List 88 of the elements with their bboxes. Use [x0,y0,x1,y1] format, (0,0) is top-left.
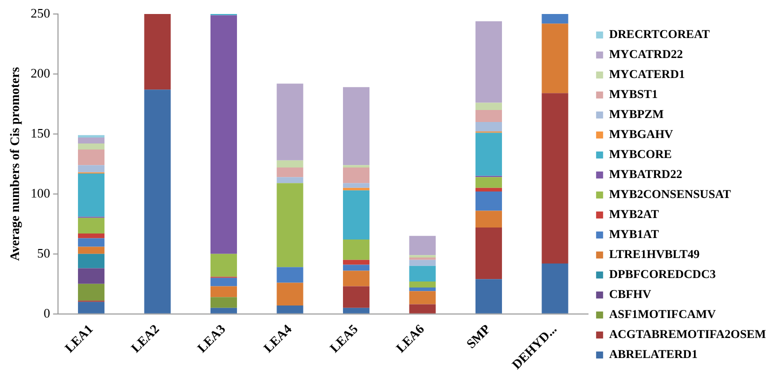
y-tick-label: 200 [30,65,50,80]
legend-label: MYBPZM [609,107,664,122]
bar [78,144,104,150]
bar [342,188,370,190]
legend-label: ACGTABREMOTIFA2OSEM [609,327,766,342]
bar [409,304,436,314]
bar [78,246,104,254]
bar [409,281,436,288]
y-tick-label: 50 [37,245,50,260]
y-tick-label: 250 [30,5,50,20]
bar [475,132,502,176]
bar [210,15,237,254]
bar [409,291,436,304]
bar [342,165,370,168]
bar [276,305,304,314]
bar [342,264,370,271]
bar [409,287,436,292]
y-tick-label: 0 [44,305,50,320]
bar [276,168,304,178]
bar [475,279,502,314]
bar [78,150,104,166]
bar [475,122,502,132]
bar [475,102,502,110]
bar [210,286,237,298]
bar [276,177,304,184]
bar [78,302,104,314]
bar [475,177,502,188]
bar [78,218,104,234]
legend-label: MYB1AT [609,227,659,242]
y-tick-label: 150 [30,125,50,140]
bar [342,168,370,184]
bar [276,84,304,160]
bar [210,308,237,314]
bar [542,93,568,264]
bar [144,90,171,314]
legend-label: MYCATERD1 [609,67,685,82]
bar [210,297,237,308]
legend-label: DPBFCOREDCDC3 [609,267,716,282]
bar [342,87,370,166]
bar [78,165,104,172]
bar [542,264,568,314]
y-axis-title: Average numbers of Cis promoters [7,67,22,261]
bar [78,238,104,247]
bar [342,286,370,308]
bar [475,210,502,228]
bar [342,190,370,240]
bar [542,24,568,94]
bar [78,138,104,144]
bar [276,183,304,268]
legend-label: LTRE1HVBLT49 [609,247,700,262]
legend-label: MYBGAHV [609,127,674,142]
bar [210,278,237,286]
bar [542,14,568,24]
bar [276,160,304,168]
legend-label: MYB2CONSENSUSAT [609,187,731,202]
bar [475,188,502,192]
bar [475,21,502,103]
legend-label: ASF1MOTIFCAMV [609,307,716,322]
bar [409,260,436,266]
bar [342,308,370,314]
bar [78,234,104,238]
bar [78,174,104,217]
legend-label: DRECRTCOREAT [609,27,710,42]
bar [409,236,436,256]
bar [342,270,370,286]
legend-label: MYB2AT [609,207,659,222]
bar [144,14,171,90]
bar [210,254,237,277]
bar [475,192,502,211]
legend-label: MYCATRD22 [609,47,683,62]
legend-label: ABRELATERD1 [609,347,698,362]
legend-label: MYBATRD22 [609,167,682,182]
bar [78,284,104,301]
bar [276,267,304,283]
bar [475,110,502,122]
bar [78,135,104,138]
bar [342,260,370,265]
legend-label: MYBCORE [609,147,672,162]
bar [78,268,104,284]
bar [409,266,436,282]
bar [78,254,104,268]
legend-label: MYBST1 [609,87,658,102]
bar [342,183,370,188]
bar [342,240,370,260]
legend-label: CBFHV [609,287,652,302]
y-tick-label: 100 [30,185,50,200]
bar [475,228,502,280]
bar [276,282,304,306]
